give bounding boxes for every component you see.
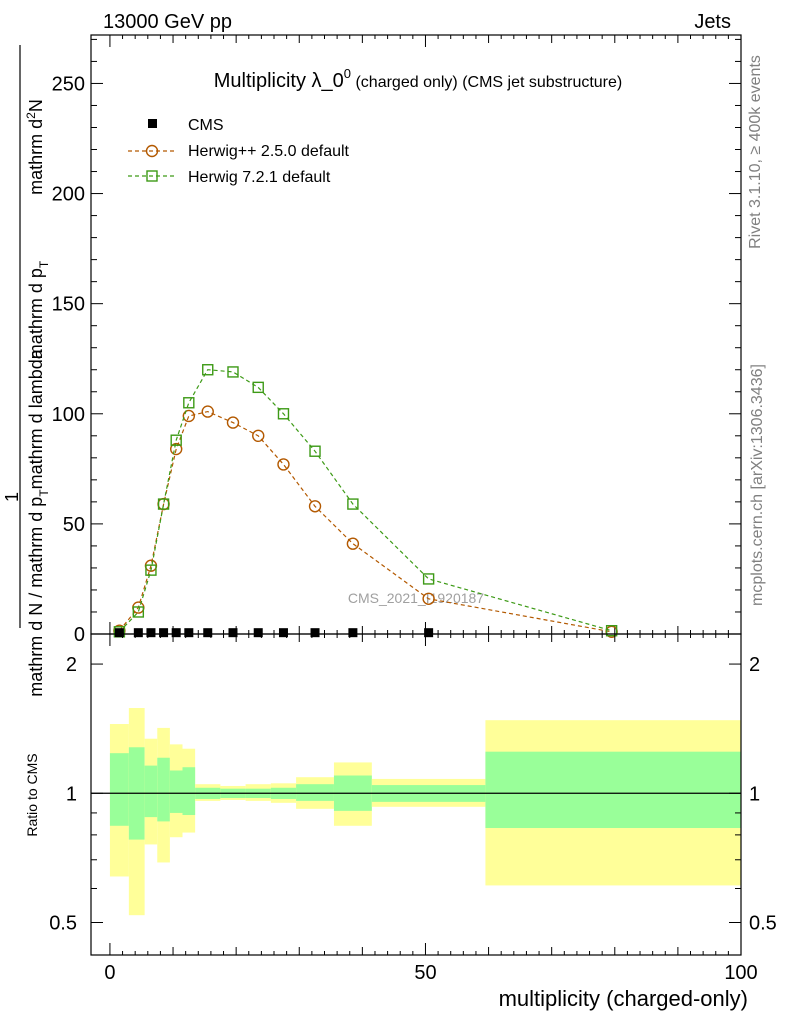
- herwigpp-point: [277, 458, 290, 471]
- legend-herwigpp-label: Herwig++ 2.5.0 default: [188, 143, 350, 160]
- herwigpp-point: [169, 442, 183, 456]
- herwig7-point: [277, 408, 290, 420]
- legend: CMS Herwig++ 2.5.0 default Herwig 7.2.1 …: [128, 117, 350, 186]
- ratio-band-green: [296, 784, 334, 801]
- cms-point: [228, 628, 238, 638]
- cms-point: [203, 628, 213, 638]
- cms-point: [348, 628, 358, 638]
- ratio-y-tick-label: 2: [66, 654, 77, 676]
- y-tick-label: 50: [63, 514, 85, 536]
- mcplots-label: mcplots.cern.ch [arXiv:1306.3436]: [749, 364, 766, 606]
- herwig7-point: [183, 397, 195, 409]
- ylabel-numerator-top: mathrm d2N: [24, 99, 46, 195]
- y-tick-label: 200: [52, 184, 85, 206]
- main-series-group: [113, 364, 618, 638]
- main-y-tick-labels: 0 50 100 150 200 250: [52, 73, 85, 646]
- y-tick-label: 100: [52, 404, 85, 426]
- header-jets-label: Jets: [694, 11, 731, 33]
- herwig7-point: [202, 364, 214, 376]
- herwig7-point: [227, 366, 239, 378]
- y-tick-label: 150: [52, 294, 85, 316]
- x-tick-label: 50: [414, 962, 436, 984]
- header-energy-label: 13000 GeV pp: [103, 11, 232, 33]
- cms-point: [278, 628, 288, 638]
- ratio-axis-ticks: [91, 634, 742, 955]
- ratio-band-green: [144, 765, 158, 818]
- x-tick-labels: 0 50 100: [104, 962, 757, 984]
- ratio-panel: 0.5 0.5 1 1 2 2: [49, 633, 777, 956]
- ratio-y-tick-label: 1: [66, 783, 77, 805]
- legend-cms-label: CMS: [188, 117, 224, 134]
- herwigpp-point: [308, 500, 322, 513]
- x-tick-label: 100: [724, 962, 757, 984]
- ratio-y-tick-label-right: 2: [749, 654, 760, 676]
- y-tick-label: 250: [52, 73, 85, 95]
- herwig7-point: [170, 434, 182, 446]
- ylabel-numerator-mid: mathrm d pT: [26, 260, 51, 359]
- herwigpp-point: [201, 405, 214, 418]
- ratio-panel-frame: [90, 633, 742, 956]
- analysis-watermark: CMS_2021_I1920187: [348, 590, 484, 606]
- herwigpp-point: [252, 429, 265, 443]
- ratio-y-tick-label-right: 1: [749, 783, 760, 805]
- herwig7-point: [605, 624, 618, 637]
- cms-point: [171, 628, 181, 638]
- ratio-y-axis-label: Ratio to CMS: [24, 753, 40, 836]
- herwigpp-point: [422, 592, 435, 605]
- ratio-band-green: [109, 753, 129, 826]
- ratio-band-green: [157, 757, 170, 822]
- cms-point: [133, 628, 143, 638]
- main-y-axis-label: mathrm d2N mathrm d pT 1 mathrm d N / ma…: [2, 45, 51, 697]
- ratio-y-tick-label: 0.5: [49, 912, 77, 934]
- y-tick-label: 0: [74, 624, 85, 646]
- rivet-version-label: Rivet 3.1.10, ≥ 400k events: [747, 55, 764, 249]
- ratio-band-green: [182, 767, 196, 816]
- herwig7-point: [132, 606, 145, 618]
- legend-herwig7-label: Herwig 7.2.1 default: [188, 169, 331, 186]
- ratio-y-tick-label-right: 0.5: [749, 912, 777, 934]
- ratio-band-green: [169, 770, 183, 813]
- cms-point: [253, 628, 263, 638]
- herwig7-point: [347, 498, 359, 510]
- herwigpp-point: [346, 537, 360, 550]
- herwigpp-point: [182, 409, 196, 423]
- ylabel-denominator: mathrm d N / mathrm d pTmathrm d lambda: [26, 348, 51, 696]
- cms-point: [146, 628, 156, 638]
- main-watermark-group: CMS_2021_I1920187: [348, 590, 484, 606]
- x-tick-label: 0: [104, 962, 115, 984]
- herwigpp-point: [226, 416, 240, 429]
- herwig7-point: [157, 498, 170, 510]
- cms-point: [424, 628, 434, 638]
- main-axis-ticks: [91, 35, 742, 635]
- herwig7-point: [422, 573, 435, 585]
- herwig7-point: [252, 381, 264, 394]
- ratio-bands: [109, 708, 741, 916]
- herwig7-point: [145, 564, 157, 576]
- legend-herwig7-marker: [146, 170, 158, 182]
- cms-point: [159, 628, 169, 638]
- cms-point: [184, 628, 194, 638]
- ratio-band-green: [485, 751, 741, 829]
- herwig7-point: [309, 445, 321, 457]
- main-panel: CMS_2021_I1920187 Multiplicity λ_00 (cha…: [52, 34, 742, 646]
- ylabel-one: 1: [2, 492, 22, 502]
- chart-title: Multiplicity λ_00 (charged only) (CMS je…: [214, 66, 622, 92]
- cms-point: [310, 628, 320, 638]
- ratio-y-tick-labels: 0.5 0.5 1 1 2 2: [49, 654, 777, 934]
- legend-herwigpp-marker: [145, 144, 159, 158]
- legend-cms-marker: [148, 119, 157, 128]
- series-line-0: [118, 410, 612, 633]
- x-axis-label: multiplicity (charged-only): [499, 986, 748, 1011]
- cms-point: [114, 628, 124, 638]
